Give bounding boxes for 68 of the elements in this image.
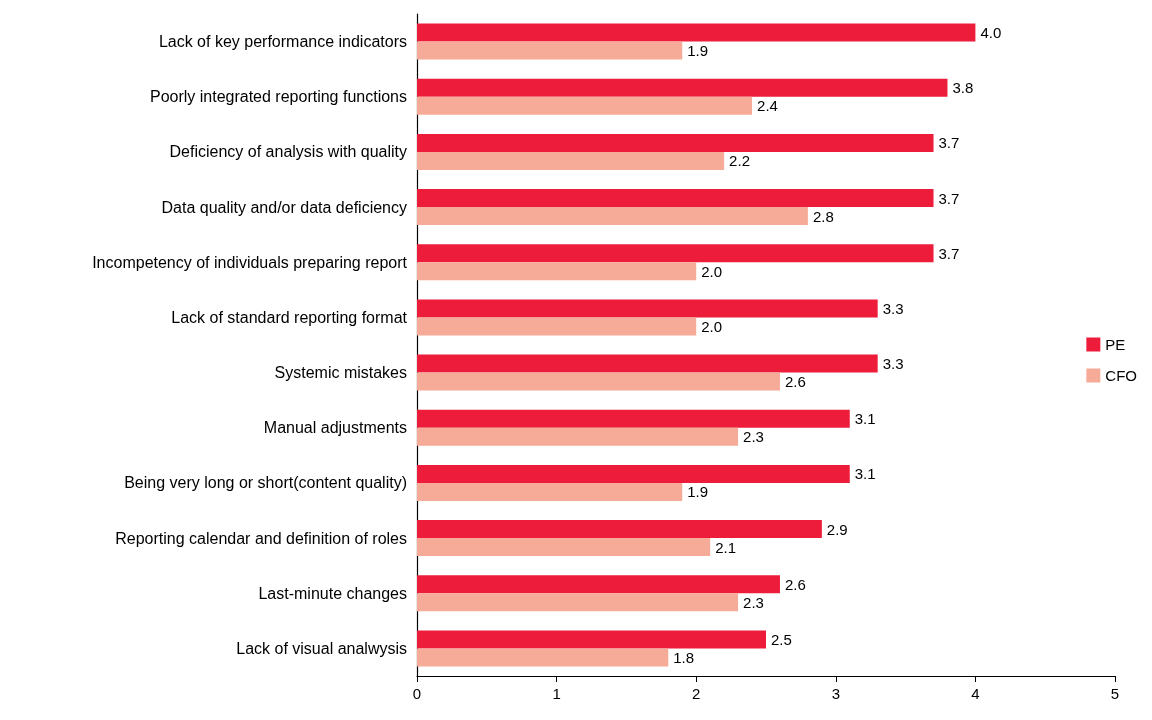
y-tick-label: Incompetency of individuals preparing report: [92, 253, 408, 271]
data-label: 3.7: [938, 189, 960, 207]
y-tick-label: Deficiency of analysis with quality: [169, 143, 407, 161]
data-label: 2.6: [784, 373, 806, 391]
legend-label: PE: [1105, 336, 1126, 353]
bar: [417, 207, 808, 226]
bar: [417, 133, 934, 152]
x-tick-label: 4: [971, 685, 980, 702]
bar: [417, 575, 780, 594]
bar: [417, 244, 934, 263]
bar: [417, 538, 711, 557]
y-tick-label: Lack of visual analwysis: [236, 639, 407, 657]
y-tick-label: Data quality and/or data deficiency: [161, 198, 407, 216]
bar: [417, 354, 878, 373]
x-tick-label: 1: [552, 685, 561, 702]
bar: [417, 630, 766, 649]
bar: [417, 648, 669, 667]
bar: [417, 427, 739, 446]
data-label: 3.8: [952, 79, 974, 97]
data-label: 3.7: [938, 134, 960, 152]
data-label: 3.3: [882, 299, 904, 317]
data-label: 4.0: [980, 24, 1002, 42]
bar: [417, 23, 976, 42]
data-label: 2.3: [743, 593, 764, 611]
data-label: 2.2: [729, 152, 750, 170]
x-tick-label: 5: [1110, 685, 1120, 702]
bar: [417, 262, 697, 281]
bar: [417, 482, 683, 501]
data-label: 3.1: [854, 410, 876, 428]
data-label: 1.8: [673, 648, 695, 666]
y-tick-label: Being very long or short(content quality): [124, 474, 407, 492]
bar: [417, 593, 739, 612]
bar: [417, 520, 822, 539]
legend-label: CFO: [1105, 367, 1138, 384]
data-label: 3.7: [938, 244, 960, 262]
data-label: 2.1: [715, 538, 737, 556]
y-tick-label: Poorly integrated reporting functions: [149, 88, 407, 106]
bar: [417, 464, 850, 483]
y-tick-label: Manual adjustments: [263, 419, 407, 437]
bar: [417, 189, 934, 208]
bar: [417, 78, 948, 97]
data-label: 1.9: [687, 483, 709, 501]
y-tick-label: Systemic mistakes: [274, 364, 407, 382]
x-tick-label: 3: [831, 685, 840, 702]
bar: [417, 41, 683, 60]
data-label: 2.0: [701, 262, 723, 280]
x-tick-label: 2: [692, 685, 701, 702]
data-label: 2.8: [812, 207, 834, 225]
y-tick-label: Reporting calendar and definition of roles: [115, 529, 407, 547]
data-label: 3.3: [882, 355, 904, 373]
y-tick-label: Last-minute changes: [258, 584, 407, 602]
y-tick-label: Lack of standard reporting format: [171, 308, 408, 326]
data-label: 2.4: [757, 97, 778, 115]
data-label: 2.9: [826, 520, 848, 538]
bar: [417, 299, 878, 318]
data-label: 2.5: [771, 630, 792, 648]
bar: [417, 96, 753, 115]
data-label: 1.9: [687, 42, 709, 60]
bar: [417, 317, 697, 336]
bar: [417, 409, 850, 428]
data-label: 2.3: [743, 428, 764, 446]
data-label: 2.6: [784, 575, 806, 593]
bar: [417, 372, 780, 391]
data-label: 3.1: [854, 465, 876, 483]
x-tick-label: 0: [412, 685, 422, 702]
y-tick-label: Lack of key performance indicators: [158, 33, 407, 51]
bar: [417, 151, 725, 170]
data-label: 2.0: [701, 317, 723, 335]
